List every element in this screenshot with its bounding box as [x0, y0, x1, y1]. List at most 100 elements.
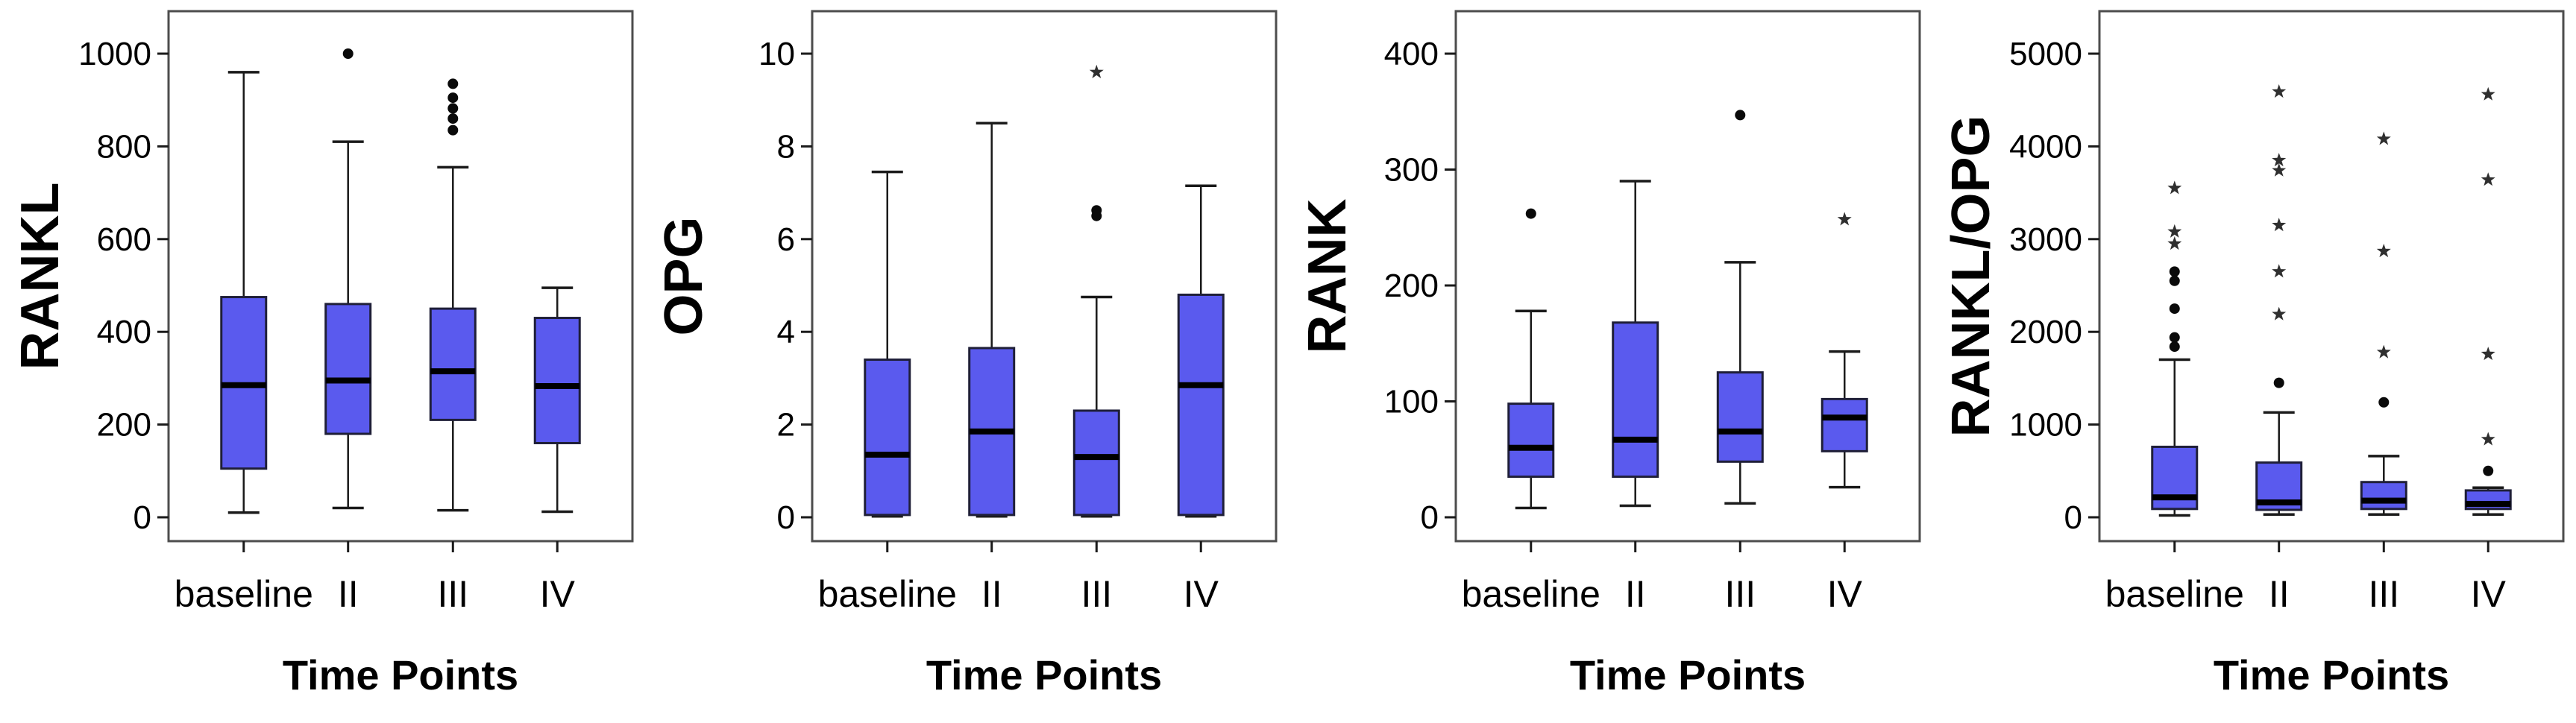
- y-tick-label: 4000: [2009, 128, 2082, 165]
- x-category-label: II: [2269, 573, 2290, 615]
- outlier-dot: [1091, 205, 1102, 216]
- x-category-label: baseline: [1462, 573, 1600, 615]
- outlier-dot: [2169, 303, 2180, 315]
- outlier-dot: [447, 92, 459, 104]
- box-group-III: [2360, 131, 2407, 517]
- panel-opg: 0 2 4 6 8 10 OPG baseline II III IV Time Points: [644, 0, 1287, 723]
- iqr-box: [1612, 321, 1659, 479]
- iqr-box: [1716, 371, 1764, 463]
- panel-rankl-opg: 0 1000 2000 3000 4000 5000 RANKL/OPG baseline II…: [1931, 0, 2575, 723]
- outlier-star: [2481, 86, 2495, 101]
- x-category-label: III: [1081, 573, 1112, 615]
- outlier-star: [1089, 64, 1104, 78]
- outlier-star: [2272, 162, 2287, 177]
- box-group-IV: [2464, 86, 2512, 517]
- x-category-label: III: [2368, 573, 2399, 615]
- x-category-label: baseline: [175, 573, 313, 615]
- x-category-label: IV: [540, 573, 576, 615]
- outlier-star: [2272, 84, 2287, 98]
- y-tick-label: 6: [777, 221, 795, 258]
- outlier-dot: [2483, 465, 2494, 476]
- outlier-dot: [2378, 397, 2390, 408]
- outlier-star: [2272, 306, 2287, 321]
- y-tick-label: 200: [1384, 268, 1439, 304]
- y-tick-label: 3000: [2009, 221, 2082, 258]
- y-tick-label: 2: [777, 407, 795, 443]
- box-group-II: [1612, 180, 1659, 508]
- x-category-label: IV: [1184, 573, 1219, 615]
- x-axis-title: Time Points: [1570, 651, 1806, 698]
- box-group-IV: [1821, 212, 1868, 489]
- outlier-dot: [2169, 275, 2180, 286]
- y-axis-title: RANK: [1298, 199, 1357, 354]
- y-tick-label: 200: [97, 407, 151, 443]
- outlier-star: [2376, 344, 2391, 359]
- iqr-box: [533, 317, 581, 444]
- x-category-label: II: [338, 573, 359, 615]
- outlier-star: [2376, 131, 2391, 145]
- y-tick-label: 0: [777, 499, 795, 536]
- y-tick-label: 4: [777, 314, 795, 350]
- outlier-dot: [447, 78, 459, 89]
- outlier-star: [2272, 218, 2287, 232]
- x-axis-title: Time Points: [926, 651, 1162, 698]
- y-tick-label: 400: [97, 314, 151, 350]
- y-axis-title: RANKL: [10, 183, 70, 370]
- box-group-II: [968, 121, 1016, 518]
- iqr-box: [1507, 402, 1555, 479]
- outlier-dot: [2169, 332, 2180, 343]
- box-group-III: [1716, 110, 1764, 505]
- panel-rankl: 0 200 400 600 800 1000 RANKL baseline II III IV Tim…: [0, 0, 644, 723]
- outlier-star: [2481, 347, 2495, 361]
- x-category-label: III: [437, 573, 468, 615]
- y-tick-label: 1000: [2009, 407, 2082, 443]
- x-category-label: IV: [2471, 573, 2507, 615]
- outlier-dot: [447, 113, 459, 124]
- box-group-baseline: [864, 170, 911, 518]
- outlier-star: [2272, 153, 2287, 167]
- box-group-III: [1072, 64, 1120, 518]
- iqr-box: [1177, 293, 1225, 517]
- boxplot-svg-rankl-opg: 0 1000 2000 3000 4000 5000 RANKL/OPG baseline II…: [1941, 10, 2565, 698]
- y-tick-label: 8: [777, 128, 795, 165]
- x-category-label: II: [981, 573, 1002, 615]
- box-group-baseline: [1507, 208, 1555, 510]
- iqr-box: [1821, 397, 1868, 452]
- outlier-star: [2167, 224, 2182, 238]
- panel-rank: 0 100 200 300 400 RANK baseline II III IV Time Poi…: [1287, 0, 1931, 723]
- outlier-dot: [342, 48, 354, 59]
- box-group-III: [429, 78, 477, 512]
- iqr-box: [324, 303, 372, 435]
- x-axis-title: Time Points: [2214, 651, 2449, 698]
- y-tick-label: 0: [2064, 499, 2082, 536]
- iqr-box: [429, 307, 477, 421]
- y-tick-label: 800: [97, 128, 151, 165]
- box-group-IV: [533, 286, 581, 514]
- y-tick-label: 5000: [2009, 36, 2082, 72]
- box-group-baseline: [2151, 180, 2199, 517]
- plot-frame: [2098, 10, 2565, 543]
- plot-frame: [811, 10, 1278, 543]
- plot-frame: [167, 10, 634, 543]
- plot-frame: [1454, 10, 1921, 543]
- x-category-label: baseline: [818, 573, 957, 615]
- outlier-star: [2481, 172, 2495, 186]
- y-tick-label: 0: [1421, 499, 1439, 536]
- x-category-label: baseline: [2105, 573, 2244, 615]
- outlier-dot: [2273, 377, 2284, 388]
- x-category-label: IV: [1827, 573, 1863, 615]
- outlier-dot: [1735, 110, 1746, 121]
- outlier-dot: [447, 124, 459, 136]
- y-tick-label: 1000: [78, 36, 151, 72]
- outlier-star: [2481, 432, 2495, 446]
- y-tick-label: 300: [1384, 151, 1439, 188]
- outlier-dot: [447, 103, 459, 114]
- y-tick-label: 100: [1384, 383, 1439, 420]
- y-tick-label: 600: [97, 221, 151, 258]
- box-group-II: [324, 48, 372, 510]
- outlier-star: [1837, 212, 1852, 226]
- y-axis-title: OPG: [654, 216, 714, 335]
